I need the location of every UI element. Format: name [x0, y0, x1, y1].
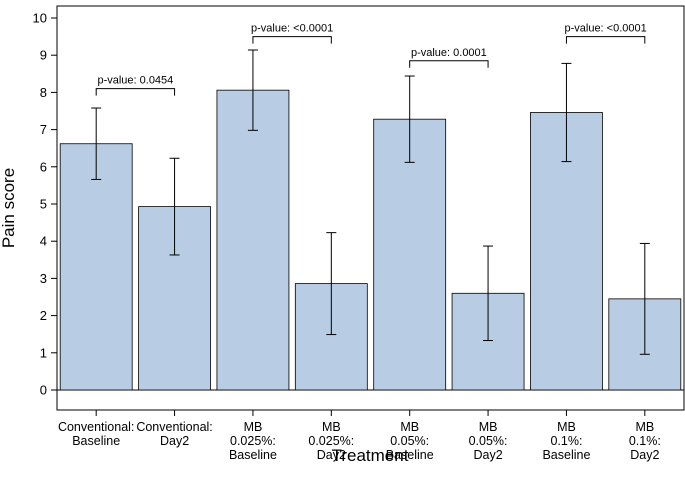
x-tick-label-line: Baseline	[386, 448, 434, 462]
x-tick-label-line: Baseline	[542, 448, 590, 462]
p-value-label-1: p-value: 0.0454	[97, 75, 173, 87]
x-tick-label-line: Baseline	[229, 448, 277, 462]
x-tick-label-5: MB 0.05%: Baseline	[386, 420, 434, 462]
x-tick-label-line: MB	[400, 420, 419, 434]
p-value-label-3: p-value: 0.0001	[411, 47, 487, 59]
x-tick-label-line: 0.025%:	[308, 434, 354, 448]
x-tick-label-line: MB	[635, 420, 654, 434]
y-tick-label-8: 8	[40, 85, 47, 100]
x-tick-label-1: Conventional: Baseline	[58, 420, 134, 448]
bar-5	[373, 118, 447, 391]
y-tick-label-6: 6	[40, 159, 47, 174]
plot-frame	[56, 5, 685, 411]
x-tick-label-line: Day2	[473, 448, 502, 462]
bar-3	[216, 89, 290, 391]
x-tick-label-line: Conventional:	[58, 420, 134, 434]
x-tick-label-line: MB	[322, 420, 341, 434]
x-tick-label-line: Baseline	[72, 434, 120, 448]
x-tick-label-line: 0.025%:	[230, 434, 276, 448]
y-tick-label-1: 1	[40, 345, 47, 360]
x-tick-label-8: MB 0.1%: Day2	[629, 420, 661, 462]
comparison-bracket-4	[565, 36, 646, 44]
x-tick-label-line: MB	[244, 420, 263, 434]
y-axis: 0 1 2 3 4 5 6 7 8 9 10	[33, 11, 57, 398]
x-axis-title: Treatment	[332, 446, 409, 465]
bar-1	[59, 143, 133, 391]
x-tick-label-4: MB 0.025%: Day2	[308, 420, 354, 462]
x-tick-label-line: 0.1%:	[629, 434, 661, 448]
error-bars	[91, 49, 650, 355]
x-tick-label-line: MB	[557, 420, 576, 434]
y-tick-label-4: 4	[40, 234, 47, 249]
y-tick-label-0: 0	[40, 383, 47, 398]
x-tick-label-line: Day2	[317, 448, 346, 462]
comparison-brackets: p-value: 0.0454 p-value: <0.0001 p-value: …	[95, 23, 647, 96]
p-value-label-4: p-value: <0.0001	[564, 23, 646, 35]
bars	[59, 89, 682, 391]
y-tick-label-2: 2	[40, 308, 47, 323]
x-tick-label-3: MB 0.025%: Baseline	[229, 420, 277, 462]
comparison-bracket-1	[95, 88, 176, 96]
y-tick-label-3: 3	[40, 271, 47, 286]
y-tick-label-7: 7	[40, 122, 47, 137]
x-tick-label-line: Day2	[160, 434, 189, 448]
x-tick-label-line: 0.05%:	[469, 434, 508, 448]
y-axis-title: Pain score	[0, 168, 18, 248]
p-value-label-2: p-value: <0.0001	[251, 23, 333, 35]
x-tick-label-line: 0.05%:	[390, 434, 429, 448]
x-tick-label-7: MB 0.1%: Baseline	[542, 420, 590, 462]
x-tick-label-6: MB 0.05%: Day2	[469, 420, 508, 462]
y-tick-label-5: 5	[40, 197, 47, 212]
x-tick-label-2: Conventional: Day2	[136, 420, 212, 448]
x-tick-label-line: Conventional:	[136, 420, 212, 434]
x-tick-label-line: Day2	[630, 448, 659, 462]
y-tick-label-9: 9	[40, 48, 47, 63]
x-tick-label-line: 0.1%:	[550, 434, 582, 448]
comparison-bracket-3	[409, 60, 489, 68]
x-tick-label-line: MB	[479, 420, 498, 434]
comparison-bracket-2	[252, 36, 332, 44]
y-tick-label-10: 10	[33, 11, 47, 26]
